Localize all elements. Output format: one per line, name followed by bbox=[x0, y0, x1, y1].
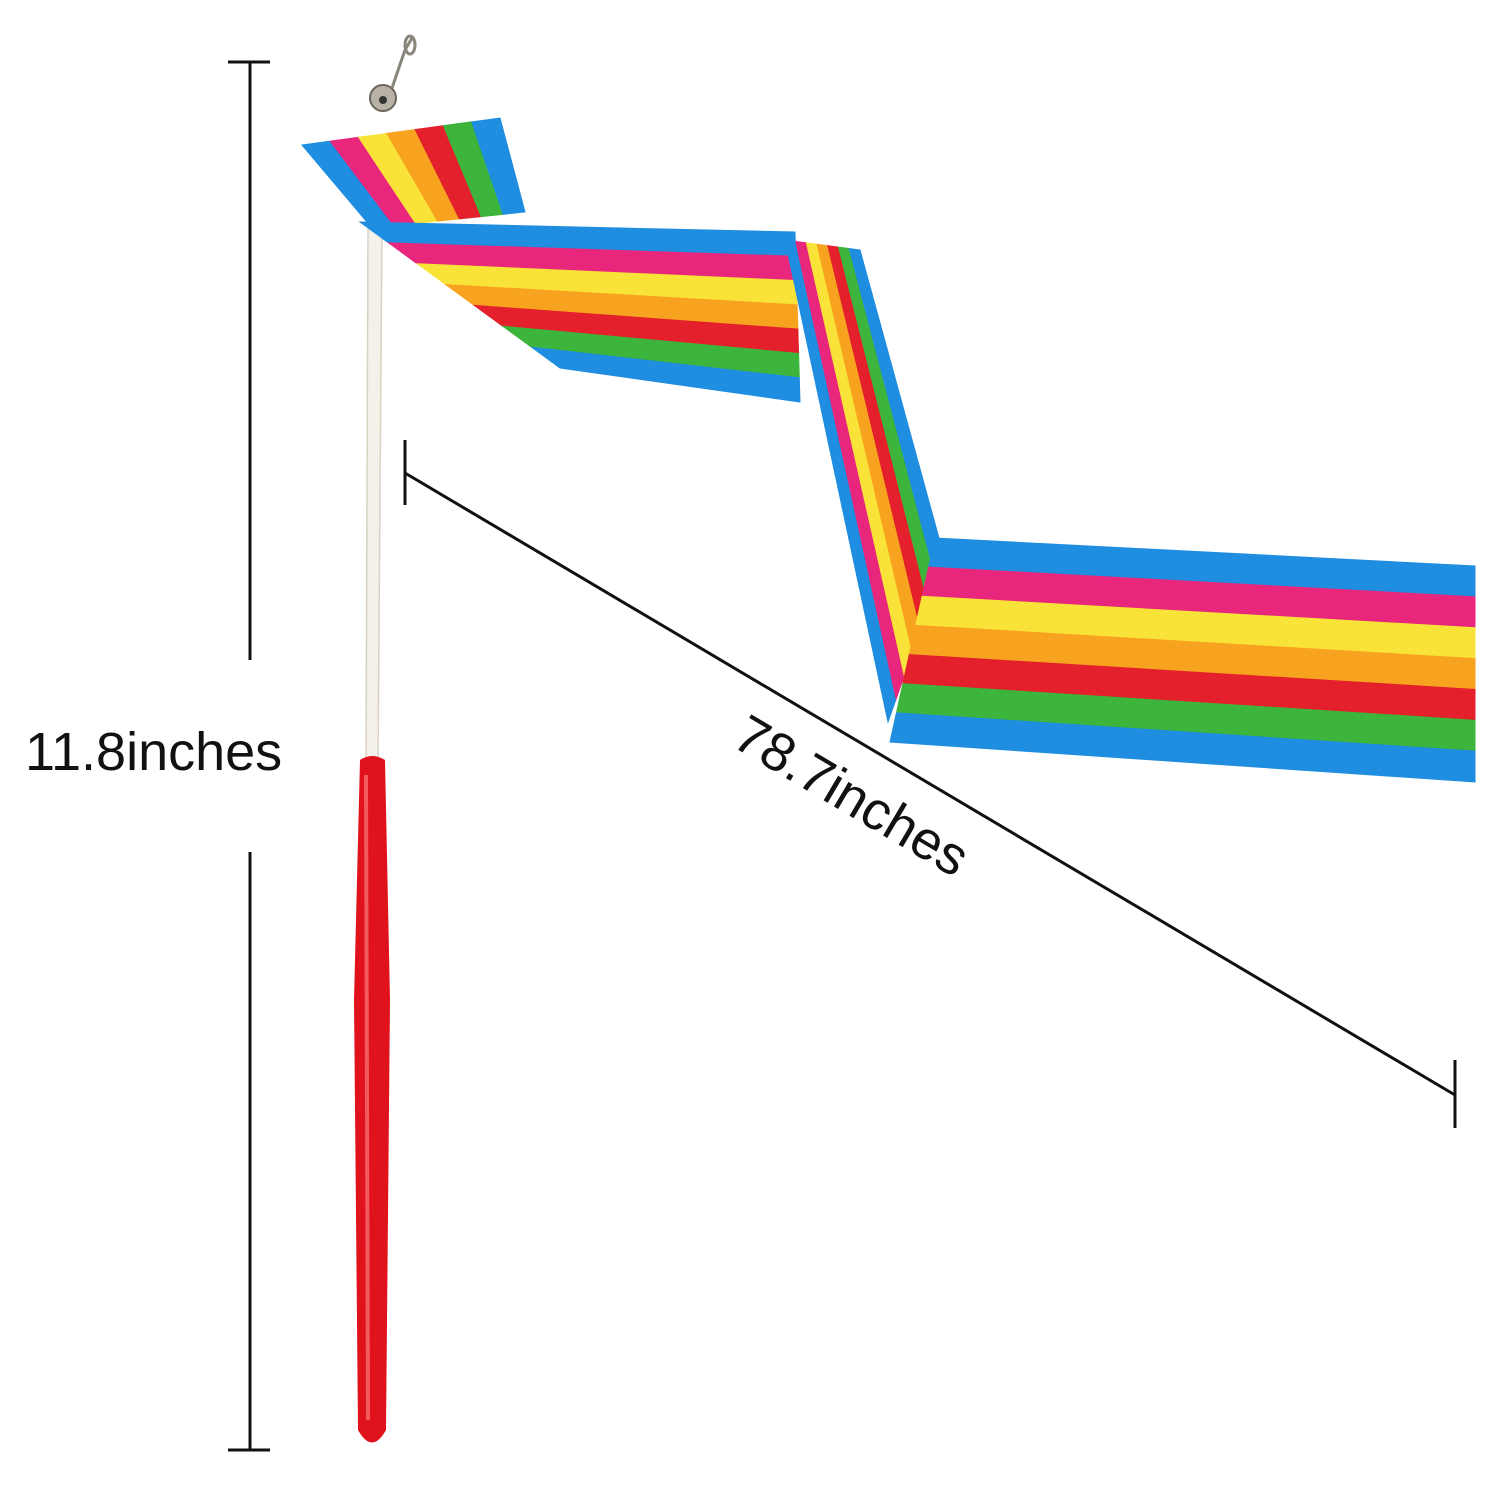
ribbon-length-dimension bbox=[403, 440, 1457, 1128]
white-rod bbox=[365, 224, 383, 766]
red-handle bbox=[354, 756, 390, 1443]
ribbon-stripe bbox=[889, 712, 1476, 783]
dimension-line-diagonal bbox=[404, 471, 1456, 1097]
wand-stick bbox=[354, 224, 390, 1443]
ribbon-segment-tail bbox=[889, 537, 1476, 783]
ribbon-segment-upper bbox=[358, 221, 801, 403]
ribbon-segment-twist bbox=[784, 239, 946, 724]
handle-highlight bbox=[364, 774, 370, 1421]
ribbon-stripe bbox=[471, 117, 526, 215]
stick-length-label: 11.8inches bbox=[25, 722, 282, 782]
stick-length-dimension bbox=[228, 60, 270, 1452]
ribbon-stripe bbox=[529, 346, 801, 403]
rainbow-ribbon bbox=[301, 117, 1476, 783]
swivel-clip-icon bbox=[390, 34, 417, 89]
ribbon-segment-flap bbox=[301, 117, 526, 229]
bell-icon bbox=[369, 84, 397, 112]
